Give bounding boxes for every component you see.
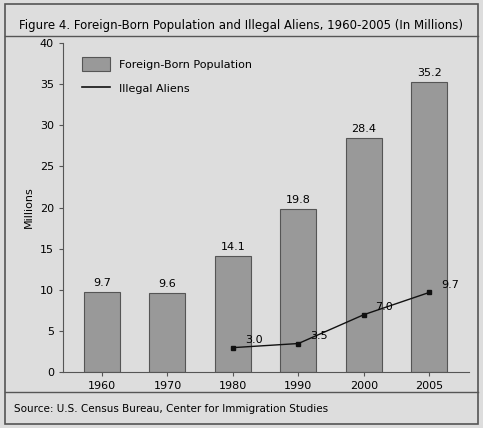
Bar [411,82,447,372]
Y-axis label: Millions: Millions [24,187,34,229]
Text: Figure 4. Foreign-Born Population and Illegal Aliens, 1960-2005 (In Millions): Figure 4. Foreign-Born Population and Il… [19,19,463,32]
Text: 19.8: 19.8 [286,195,311,205]
Text: 14.1: 14.1 [221,242,245,252]
Bar [346,138,382,372]
Bar [280,209,316,372]
Text: 28.4: 28.4 [351,124,376,134]
Text: Source: U.S. Census Bureau, Center for Immigration Studies: Source: U.S. Census Bureau, Center for I… [14,404,328,414]
Text: 9.7: 9.7 [93,278,111,288]
Text: 3.5: 3.5 [310,331,328,341]
Bar [150,293,185,372]
Text: 7.0: 7.0 [376,302,393,312]
Bar [215,256,251,372]
Text: 3.0: 3.0 [245,335,262,345]
Text: 9.6: 9.6 [158,279,176,289]
Text: 9.7: 9.7 [441,280,459,290]
Text: 35.2: 35.2 [417,68,441,78]
Bar [84,292,120,372]
Legend: Foreign-Born Population, Illegal Aliens: Foreign-Born Population, Illegal Aliens [76,52,257,101]
